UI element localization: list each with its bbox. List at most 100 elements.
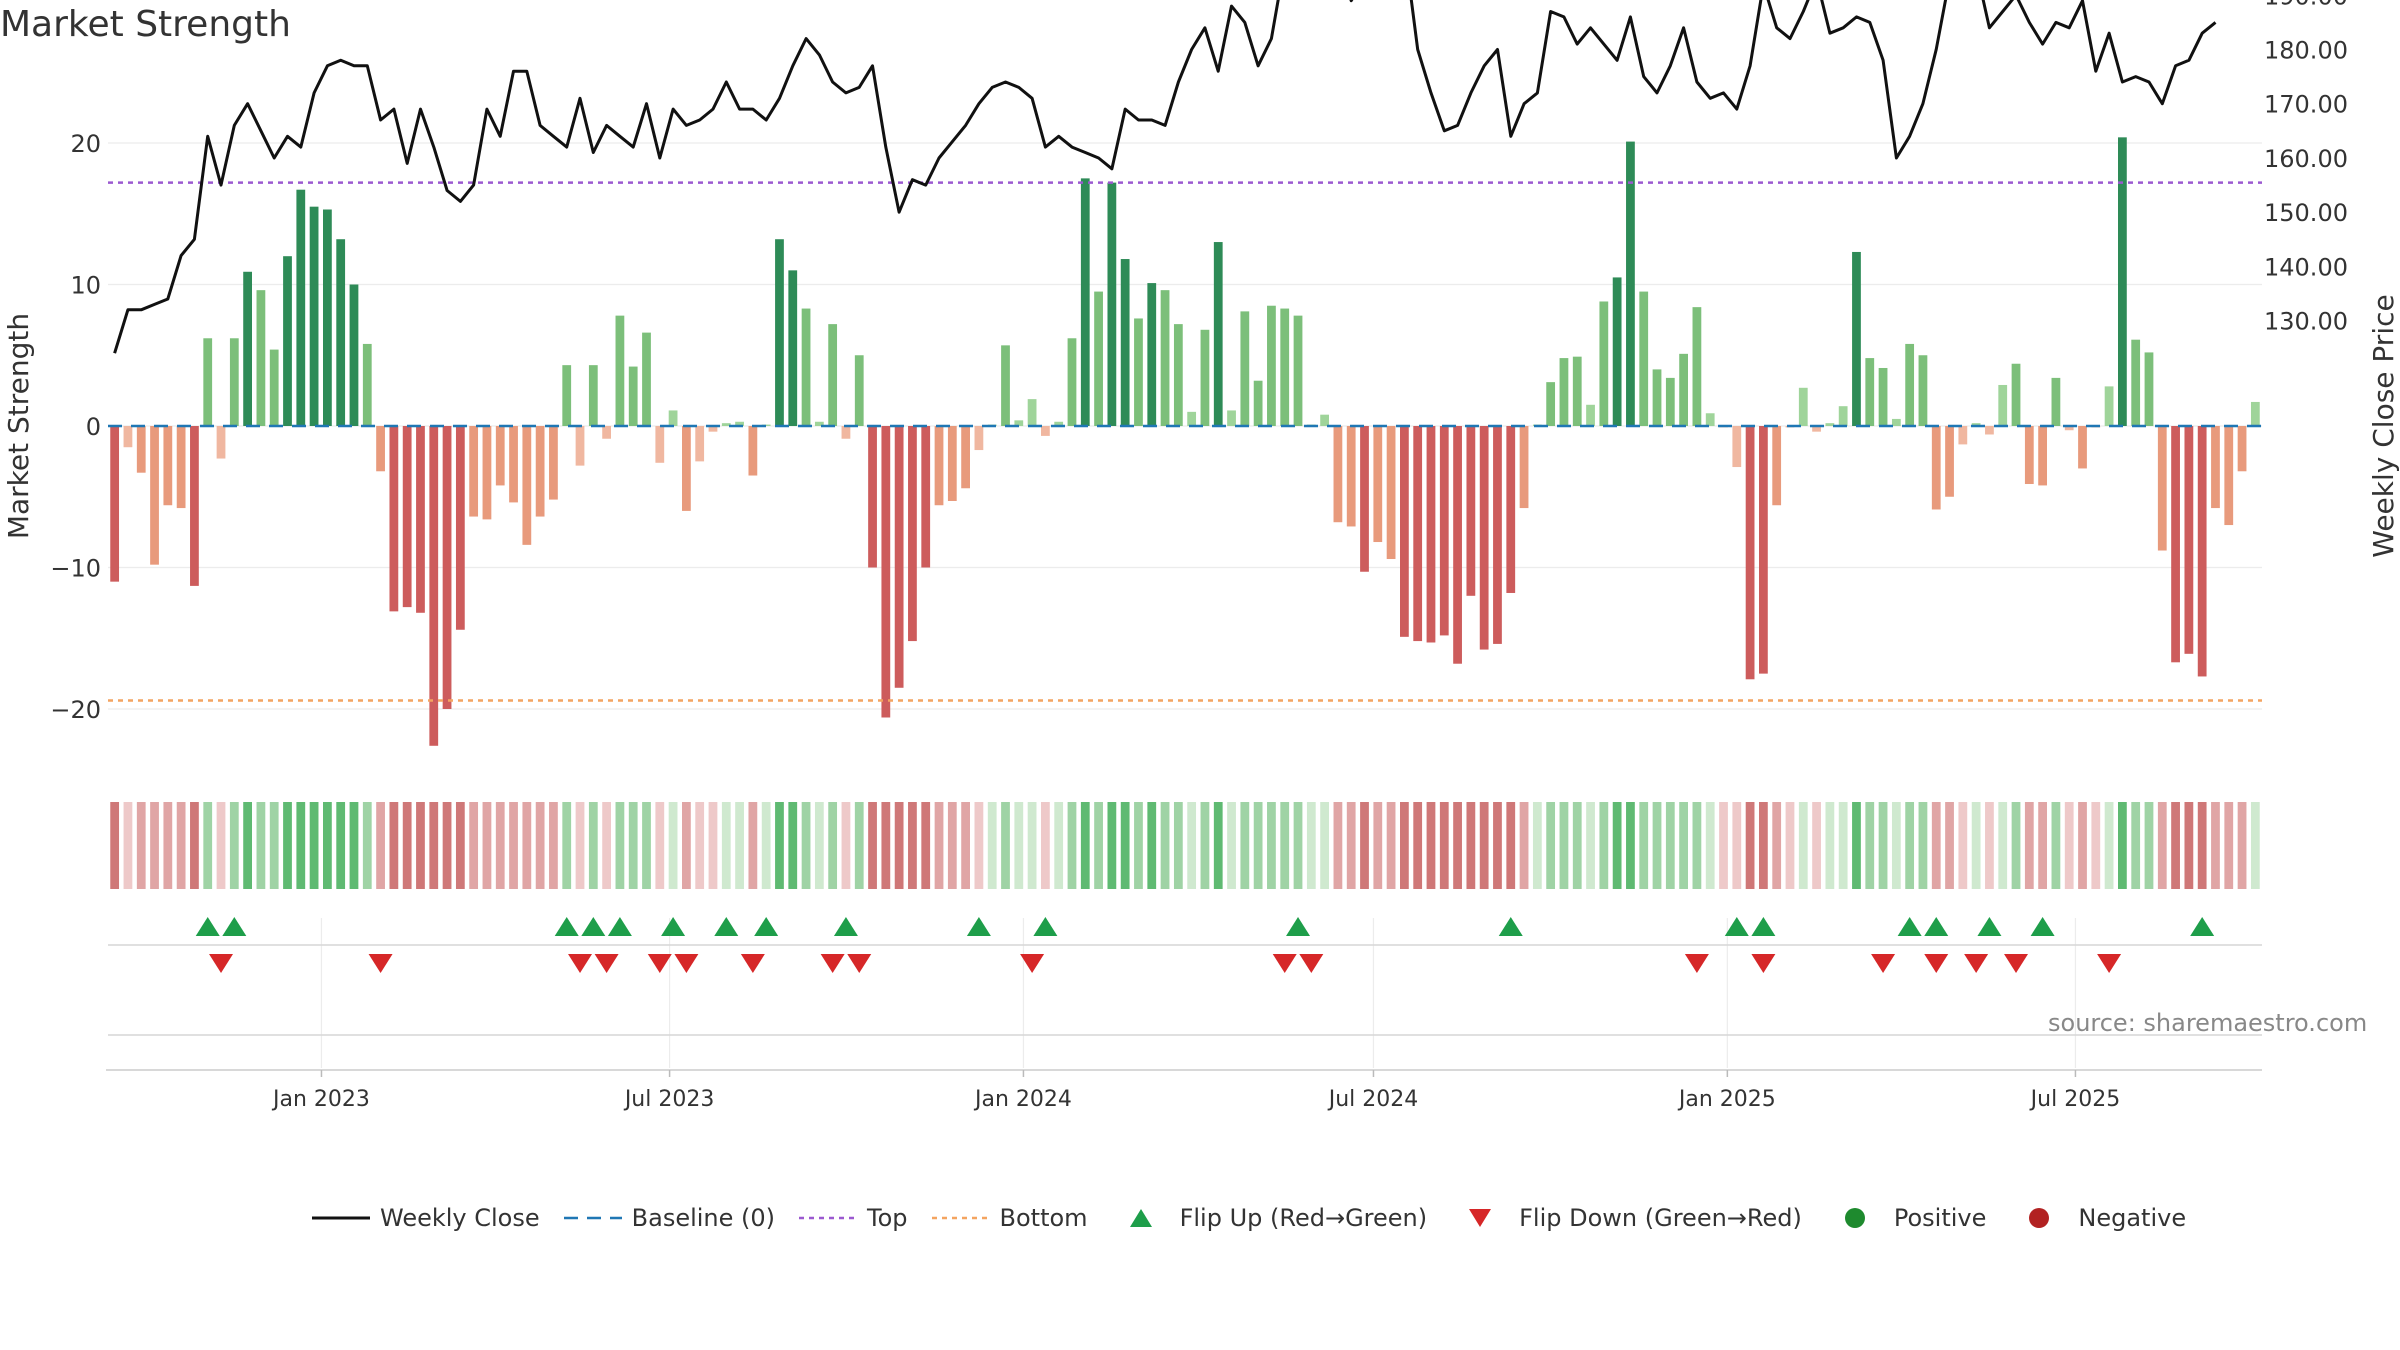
strength-bar [1812,426,1821,432]
source-attribution: source: sharemaestro.com [2048,1009,2368,1037]
strength-strip-cell [748,802,758,889]
strength-strip-cell [655,802,665,889]
strength-bar [588,365,598,426]
x-tick-label: Jul 2024 [1327,1087,1419,1112]
flip-up-marker [581,917,606,936]
strength-bar [283,256,292,426]
strength-bar [1971,423,1981,426]
flip-down-marker [2004,954,2029,973]
strength-strip-cell [2224,802,2234,889]
flip-up-marker [661,917,686,936]
strength-strip-cell [1958,802,1968,889]
strength-bar [2118,137,2127,426]
strength-bar [2197,426,2207,677]
strength-strip-cell [1745,802,1755,889]
strength-strip-cell [110,802,120,889]
strength-strip-cell [323,802,332,889]
strength-strip-cell [376,802,385,889]
strength-bar [1679,353,1688,426]
strength-bar [349,284,359,426]
strength-strip-cell [2197,802,2207,889]
strength-strip-cell [1626,802,1635,889]
strength-bar [947,426,957,501]
strength-bar [1865,358,1875,426]
strength-bar [682,426,691,511]
strength-bar [974,426,984,451]
flip-down-marker [2097,954,2122,973]
strength-strip-cell [535,802,545,889]
legend-swatch-line-dot [799,1216,858,1220]
strength-bar [1107,182,1117,426]
strength-strip-cell [1865,802,1875,889]
strength-bar [748,426,758,476]
strength-strip-cell [934,802,944,889]
y-left-tick-label: −10 [50,555,101,583]
strength-strip-cell [2211,802,2220,889]
strength-strip-cell [1838,802,1848,889]
strength-strip-cell [2051,802,2061,889]
flip-down-marker [647,954,672,973]
strength-strip-cell [1373,802,1383,889]
strength-bar [961,426,970,489]
y-right-tick-label: 140.00 [2264,253,2348,281]
strength-bar [628,366,638,426]
strength-bar [1905,343,1915,426]
legend-label: Weekly Close [380,1204,540,1232]
strength-bar [1878,367,1888,426]
strength-strip-cell [2157,802,2167,889]
strength-bar [1652,369,1662,426]
strength-bar [203,338,213,426]
strength-bar [1745,426,1755,680]
strength-bar [1732,426,1742,468]
strength-bar [123,426,133,448]
strength-strip-cell [1280,802,1290,889]
strength-bar [1639,291,1649,426]
strength-bar [150,426,159,565]
strength-strip-cell [1054,802,1064,889]
strength-strip-cell [1333,802,1343,889]
strength-strip-cell [682,802,691,889]
strength-bar [2078,426,2087,469]
strength-strip-cell [1945,802,1954,889]
legend-swatch-tri-up [1129,1209,1152,1227]
strength-bar [1360,426,1369,572]
strength-bar [1227,410,1236,426]
strength-strip-cell [495,802,505,889]
strength-strip-cell [442,802,452,889]
axes: 20100−10−20200.00190.00180.00170.00160.0… [50,0,2348,1112]
strength-strip-cell [854,802,864,889]
legend-dot-icon [1844,1208,1865,1228]
strength-strip-cell [1586,802,1595,889]
flip-down-marker [1871,954,1896,973]
strength-strip-cell [203,802,213,889]
strength-strip-cell [402,802,412,889]
strength-bar [1705,413,1715,426]
strength-strip-cell [642,802,651,889]
strength-strip-cell [1253,802,1263,889]
legend-dot-icon [2029,1208,2050,1228]
strength-bar [1160,290,1170,426]
strength-strip-cell [1267,802,1276,889]
strength-bar [2144,352,2154,426]
strength-bar [2011,363,2021,426]
strength-strip-cell [1599,802,1609,889]
strength-strip-cell [269,802,279,889]
strength-strip-cell [562,802,572,889]
strength-strip-cell [1772,802,1782,889]
chart-title: Market Strength [0,4,291,45]
flip-down-marker [1020,954,1045,973]
strength-bar [535,426,545,517]
strength-strip-cell [1905,802,1915,889]
strength-bar [1067,338,1077,426]
strength-strip-cell [1639,802,1649,889]
strength-bar [163,426,173,506]
strength-strip-cell [1679,802,1688,889]
strength-strip-cell [336,802,346,889]
flip-up-marker [754,917,779,936]
strength-bar [482,426,492,520]
strength-strip-cell [455,802,465,889]
strength-bar [1838,406,1848,426]
x-tick-label: Jan 2025 [1677,1087,1776,1112]
strength-strip-cell [1812,802,1821,889]
weekly-close-line [113,0,2217,354]
